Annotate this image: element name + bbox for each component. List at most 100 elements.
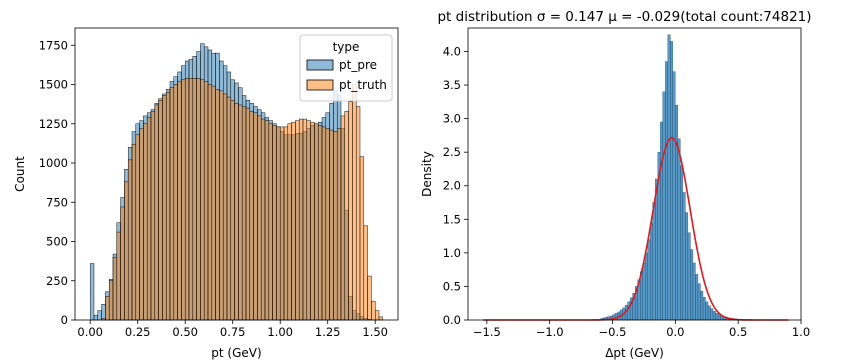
histogram-bar-pt-truth [143,123,148,321]
histogram-bar-delta-pt [662,91,666,321]
histogram-bar-pt-truth [314,123,319,321]
histogram-bar-pt-truth [165,92,171,321]
histogram-bar-delta-pt [667,34,671,321]
histogram-bar-delta-pt [707,305,711,321]
histogram-bar-delta-pt [690,249,694,321]
histogram-bar-pt-truth [173,84,178,321]
histogram-bar-pt-truth [340,115,346,321]
histogram-bar-delta-pt [715,313,719,321]
histogram-bar-pt-truth [219,90,224,321]
histogram-bar-delta-pt [687,232,691,321]
histogram-bar-pt-truth [344,110,349,321]
histogram-bar-pt-truth [226,96,232,321]
histogram-bar-delta-pt [642,262,646,321]
histogram-bar-delta-pt [697,283,701,321]
right-chart-bars [599,34,751,321]
histogram-bar-pt-truth [230,99,235,321]
left-chart-x-axis-label: pt (GeV) [211,346,261,360]
histogram-bar-pt-truth [203,81,209,321]
y-tick-label: 1000 [39,156,68,170]
histogram-bar-delta-pt [705,301,709,321]
histogram-bar-pt-truth [355,106,361,321]
histogram-bar-delta-pt [652,202,656,321]
left-chart-frame [74,27,399,321]
histogram-bar-pt-truth [124,181,129,321]
histogram-bar-pt-truth [378,316,384,321]
right-chart-y-axis-label: Density [420,151,434,197]
y-tick-label: 2.0 [443,179,461,193]
histogram-bar-delta-pt [650,222,653,321]
histogram-bar-delta-pt [682,192,686,321]
histogram-bar-pt-truth [257,115,262,321]
histogram-bar-delta-pt [717,314,721,321]
histogram-bar-pt-truth [336,128,342,321]
histogram-bar-pt-truth [310,121,315,321]
x-tick-label: 0.0 [666,325,684,339]
right-chart-x-axis-label: Δpt (GeV) [605,346,664,360]
histogram-bar-pt-truth [268,123,273,321]
histogram-bar-pt-truth [181,79,186,321]
histogram-bar-pt-truth [363,225,368,321]
histogram-bar-pt-truth [146,117,152,321]
histogram-bar-pt-pre [101,304,106,321]
x-tick-label: 0.00 [77,325,103,339]
histogram-bar-pt-truth [317,125,323,321]
histogram-bar-delta-pt [677,138,681,321]
histogram-bar-pt-pre [89,263,95,321]
y-tick-label: 1750 [39,38,68,52]
x-tick-label: −1.0 [536,325,564,339]
y-tick-label: 1.5 [443,212,461,226]
right-chart-x-ticks: −1.5 −1.0 −0.5 0.0 0.5 1.0 [473,320,810,339]
histogram-bar-delta-pt [710,308,714,321]
y-tick-label: 2.5 [443,145,461,159]
histogram-bar-delta-pt [680,165,684,321]
histogram-bar-pt-truth [321,126,327,321]
histogram-bar-pt-truth [352,84,357,321]
histogram-bar-delta-pt [672,71,676,321]
x-tick-label: 0.50 [172,325,198,339]
histogram-bar-pt-truth [150,110,156,321]
histogram-bar-pt-truth [264,120,270,321]
histogram-bar-pt-truth [169,87,175,321]
histogram-bar-pt-pre [93,315,99,321]
histogram-bar-pt-truth [359,156,365,321]
x-tick-label: −0.5 [599,325,627,339]
histogram-bar-pt-truth [272,125,277,321]
histogram-bar-pt-truth [287,123,292,321]
histogram-bar-delta-pt [700,290,704,321]
histogram-bar-pt-truth [367,275,372,321]
histogram-bar-pt-truth [276,126,281,321]
histogram-bar-pt-truth [241,106,247,321]
histogram-bar-pt-truth [371,300,376,321]
histogram-bar-pt-truth [158,99,163,321]
y-tick-label: 250 [46,274,68,288]
histogram-bar-delta-pt [692,262,696,321]
histogram-bar-pt-truth [329,129,334,321]
histogram-bar-delta-pt [695,274,699,321]
histogram-bar-delta-pt [645,252,648,321]
histogram-bar-pt-truth [215,89,220,321]
x-tick-label: −1.5 [473,325,501,339]
histogram-bar-pt-truth [162,95,167,321]
histogram-bar-pt-truth [306,120,311,321]
histogram-bar-pt-truth [211,85,216,321]
histogram-bar-pt-truth [260,118,266,321]
histogram-bar-delta-pt [670,41,673,321]
histogram-bar-delta-pt [702,297,706,321]
histogram-bar-pt-truth [348,101,353,321]
y-tick-label: 3.5 [443,78,461,92]
histogram-bar-pt-truth [105,296,110,321]
y-tick-label: 500 [46,235,68,249]
y-tick-label: 0.5 [443,279,461,293]
histogram-bar-pt-truth [302,118,308,321]
histogram-bar-pt-truth [234,103,239,321]
left-chart-legend: type pt_pre pt_truth [299,34,393,102]
histogram-bar-pt-truth [116,231,121,321]
histogram-bar-delta-pt [655,178,658,321]
histogram-bar-delta-pt [712,311,716,321]
histogram-bar-pt-truth [127,159,133,321]
histogram-bar-delta-pt [660,121,663,321]
histogram-bar-delta-pt [665,61,668,321]
histogram-bar-pt-truth [298,118,304,321]
